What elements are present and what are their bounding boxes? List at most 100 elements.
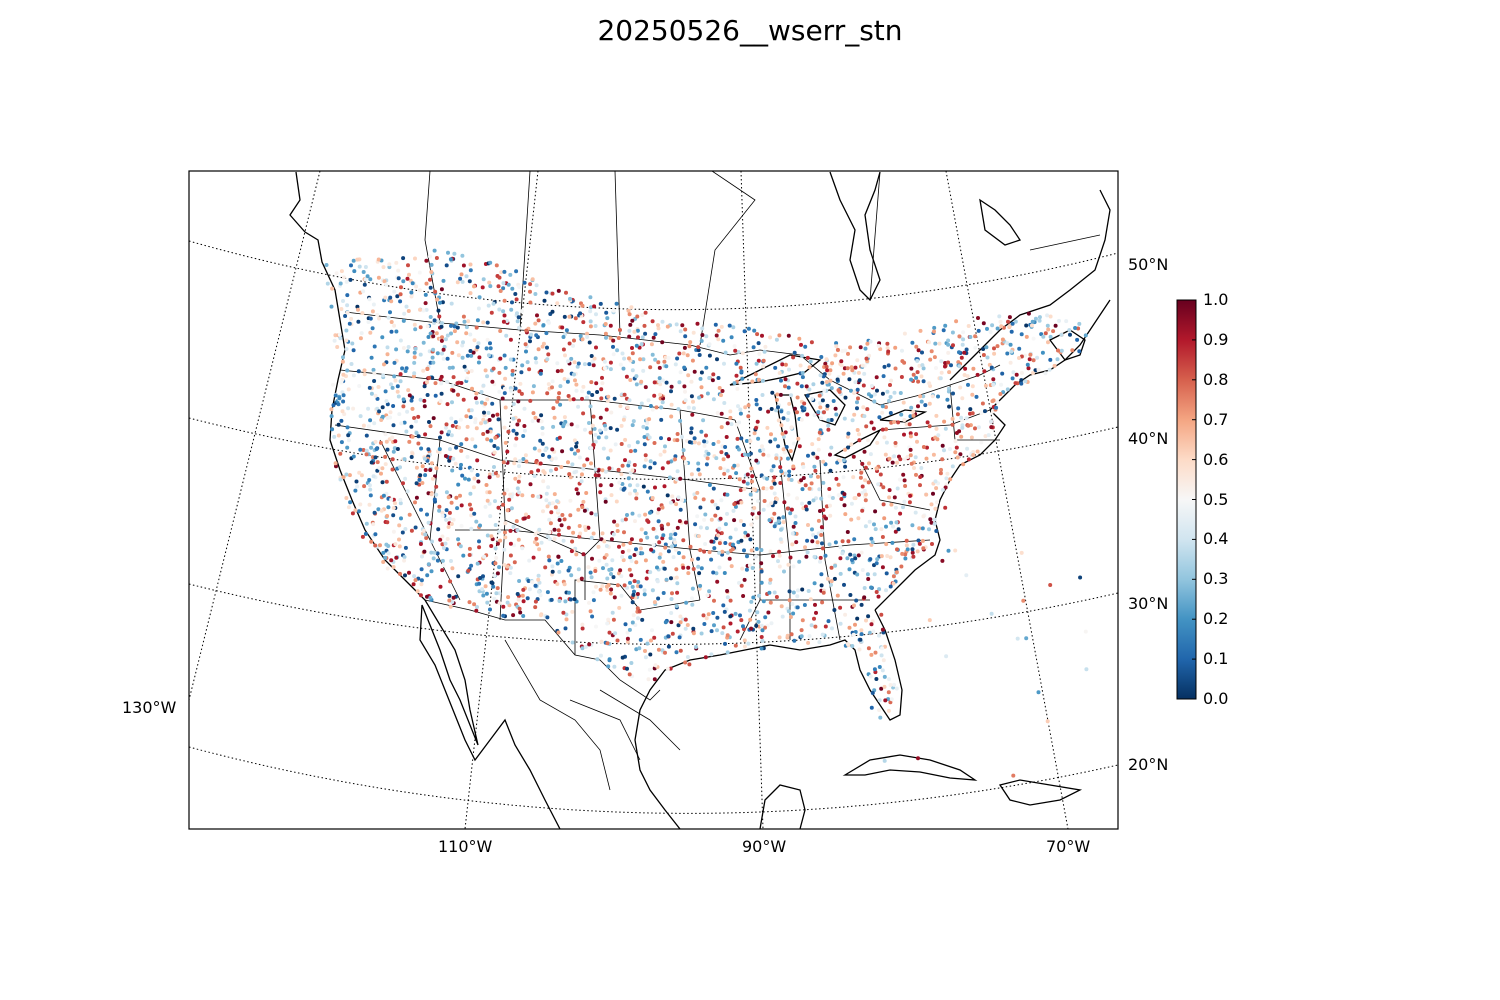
station-point [475,458,480,463]
station-point [862,595,867,600]
station-point [841,371,846,376]
station-point [469,507,474,512]
station-point [474,426,479,431]
station-point [437,447,442,452]
station-point [375,312,380,317]
station-point [483,401,488,406]
station-point [467,553,472,557]
station-point [414,431,419,435]
station-point [829,445,834,450]
station-point [407,393,412,398]
station-point [460,279,465,284]
station-point [623,458,627,463]
station-point [725,492,730,497]
station-point [521,599,526,604]
station-point [791,464,796,469]
station-point [682,345,687,350]
station-point [409,455,414,459]
station-point [799,417,804,422]
station-point [1083,333,1088,338]
station-point [468,262,473,267]
station-point [566,525,571,530]
station-point [917,526,922,531]
station-point [660,319,665,324]
station-point [703,542,708,546]
station-point [469,526,474,531]
station-point [819,525,824,530]
station-point [445,356,450,361]
station-point [622,583,627,588]
station-point [520,309,524,314]
station-point [889,697,894,702]
station-point [799,342,803,347]
station-point [665,493,670,498]
station-point [665,324,670,329]
station-point [659,417,664,422]
station-point [803,483,808,488]
station-point [852,537,857,542]
station-point [451,456,456,461]
station-point [860,461,865,466]
station-point [761,358,766,363]
station-point [917,363,922,368]
station-point [351,454,356,459]
station-point [357,509,361,514]
station-point [616,336,621,340]
station-point [620,554,625,559]
station-point [887,677,891,682]
station-point [859,550,864,555]
station-point [765,476,769,481]
station-point [661,533,666,538]
station-point [600,584,605,589]
station-point [719,411,724,416]
station-point [908,434,913,439]
station-point [725,468,730,473]
station-point [383,555,388,560]
station-point [942,419,947,424]
station-point [542,470,547,475]
station-point [953,450,958,455]
station-point [368,316,373,321]
station-point [522,428,527,433]
station-point [533,292,538,296]
station-point [669,597,674,601]
station-point [823,462,828,467]
station-point [577,455,582,460]
station-point [822,410,826,415]
station-point [656,647,661,652]
station-point [782,500,787,505]
station-point [396,268,401,273]
station-point [424,307,429,312]
station-point [825,576,830,581]
station-point [402,457,407,462]
station-point [512,461,517,466]
station-point [698,525,703,530]
station-point [901,400,906,405]
station-point [655,510,660,515]
station-point [678,648,683,653]
station-point [446,250,450,255]
station-point [712,546,717,551]
station-point [643,457,648,462]
station-point [436,527,441,532]
station-point [802,401,807,406]
station-point [959,434,964,439]
station-point [839,359,844,364]
station-point [618,404,623,409]
station-point [544,331,549,336]
station-point [545,615,550,620]
station-point [487,280,492,285]
station-point [604,584,609,589]
station-point [400,530,405,535]
station-point [580,396,584,401]
station-point [394,329,399,334]
station-point [385,345,390,350]
station-point [778,537,783,542]
station-point [811,451,816,456]
station-point [874,375,879,380]
station-point [706,451,711,456]
station-point [642,592,647,597]
station-point [444,490,449,495]
station-point [869,536,874,541]
station-point [792,350,797,355]
